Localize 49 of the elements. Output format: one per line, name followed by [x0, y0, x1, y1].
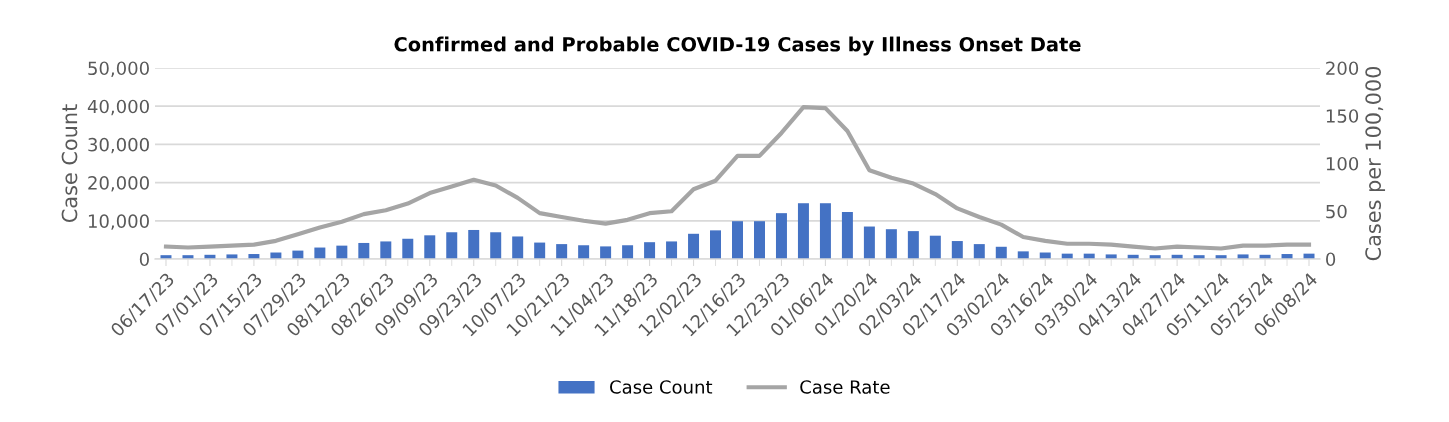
bar [578, 245, 590, 259]
y2-tick-label: 50 [1326, 204, 1347, 219]
y-tick-label: 20,000 [88, 176, 149, 192]
bar [468, 229, 480, 259]
bar [929, 235, 941, 259]
bar [556, 244, 568, 259]
y-tick-label: 0 [139, 252, 149, 267]
bar [951, 241, 963, 259]
chart-title: Confirmed and Probable COVID-19 Cases by Illness Onset Date [394, 36, 1081, 56]
bar [797, 203, 809, 259]
y2-tick-label: 0 [1326, 252, 1336, 267]
y2-axis-title: Cases per 100,000 [1365, 66, 1386, 261]
legend-label: Case Count [610, 380, 713, 394]
bar [688, 233, 700, 259]
bar [512, 236, 524, 259]
bar [358, 242, 370, 259]
y-tick-label: 10,000 [88, 214, 149, 230]
bar [622, 245, 634, 259]
bar [753, 221, 765, 259]
bar [402, 238, 414, 259]
bar [644, 242, 656, 259]
bar [710, 230, 722, 259]
bar [775, 213, 787, 259]
bar [534, 242, 546, 259]
y2-tick-label: 200 [1326, 61, 1359, 76]
legend-label: Case Rate [800, 380, 890, 394]
y-tick-label: 30,000 [88, 137, 149, 154]
bar [336, 245, 348, 259]
bar [732, 221, 743, 259]
bar [490, 232, 502, 259]
y-tick-label: 40,000 [87, 99, 149, 116]
bar [380, 241, 392, 259]
bar [446, 232, 458, 259]
bar [907, 231, 919, 259]
y2-tick-label: 100 [1326, 156, 1359, 171]
bar [666, 241, 678, 259]
bar [600, 246, 612, 259]
bar [885, 229, 897, 259]
bar [995, 246, 1007, 259]
bar [973, 244, 985, 259]
bar [841, 212, 853, 259]
y-tick-label: 50,000 [88, 61, 149, 77]
bar [1017, 251, 1029, 259]
y2-tick-label: 150 [1326, 109, 1359, 123]
bar [819, 203, 831, 259]
line-series [163, 105, 1312, 251]
bar [424, 235, 436, 259]
y-axis-title: Case Count [61, 104, 78, 223]
bar [863, 226, 875, 259]
